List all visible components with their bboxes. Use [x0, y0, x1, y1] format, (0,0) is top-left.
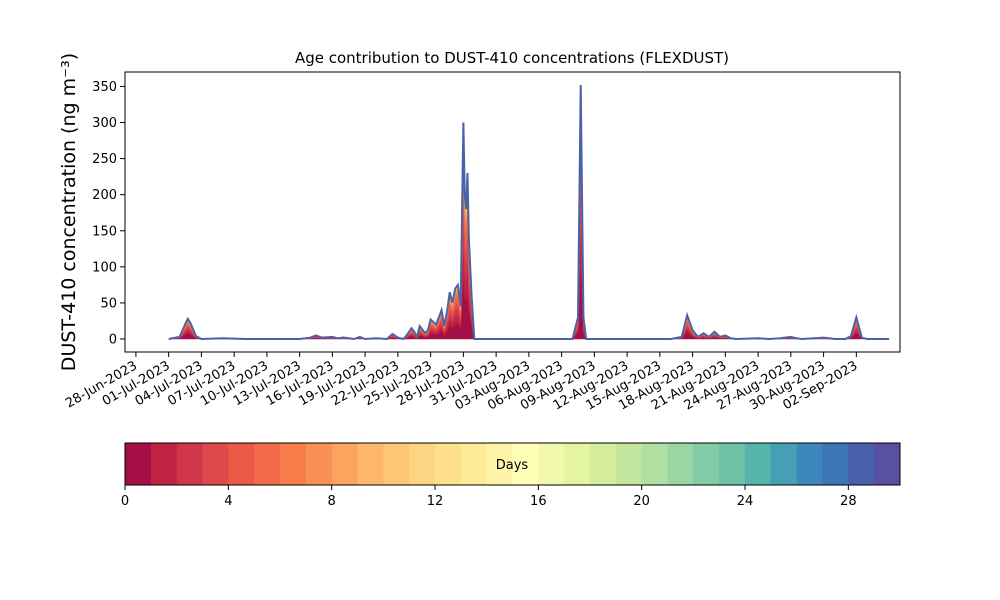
y-tick-label: 350 [92, 80, 117, 95]
colorbar-cell [641, 443, 668, 485]
y-tick-label: 200 [92, 188, 117, 203]
colorbar-ticks: 0 4 8 12 16 20 24 28 [121, 485, 857, 509]
colorbar-cell [357, 443, 384, 485]
colorbar-cell [254, 443, 281, 485]
age-layer-2 [168, 194, 890, 340]
colorbar-cell [615, 443, 643, 485]
colorbar-cell [460, 443, 488, 485]
colorbar-cell [125, 443, 152, 485]
colorbar-tick-label: 0 [121, 494, 129, 509]
colorbar-cell [383, 443, 410, 485]
colorbar-cell [409, 443, 436, 485]
y-tick-label: 100 [92, 260, 117, 275]
colorbar-tick-label: 28 [840, 494, 857, 509]
colorbar-cell [228, 443, 255, 485]
colorbar-cell [822, 443, 849, 485]
colorbar-cells [125, 443, 901, 485]
chart-title: Age contribution to DUST-410 concentrati… [295, 49, 729, 67]
age-layer-9 [168, 92, 890, 340]
colorbar-cell [874, 443, 901, 485]
y-tick-label: 300 [92, 116, 117, 131]
age-layer-oldest [168, 84, 890, 340]
plot-frame [124, 71, 901, 353]
colorbar-cell [848, 443, 875, 485]
age-layer-0 [168, 262, 890, 340]
colorbar-cell [745, 443, 772, 485]
colorbar-label: Days [496, 458, 529, 473]
plot-area: 0 50 100 150 200 250 300 350 28-Jun-202301-Jul-… [63, 71, 901, 414]
colorbar-cell [770, 443, 798, 485]
colorbar-cell [719, 443, 746, 485]
colorbar-cell [331, 443, 358, 485]
colorbar-cell [486, 443, 513, 485]
colorbar-tick-label: 20 [633, 494, 650, 509]
age-layer-1 [168, 224, 890, 340]
x-axis-ticks: 28-Jun-202301-Jul-202304-Jul-202307-Jul-… [63, 352, 860, 414]
y-tick-label: 250 [92, 152, 117, 167]
age-layer-13 [168, 84, 890, 340]
age-layer-10 [168, 90, 890, 340]
colorbar-cell [305, 443, 333, 485]
total-concentration-outline [168, 84, 890, 341]
colorbar-cell [667, 443, 694, 485]
age-layer-6 [168, 115, 890, 340]
y-axis-label: DUST-410 concentration (ng m⁻³) [58, 53, 80, 371]
age-layer-5 [168, 130, 890, 340]
y-axis-ticks: 0 50 100 150 200 250 300 350 [92, 80, 125, 348]
age-layer-7 [168, 105, 890, 340]
colorbar-cell [435, 443, 462, 485]
colorbar-tick-label: 8 [328, 494, 336, 509]
colorbar-frame [124, 442, 901, 486]
colorbar: Days 0 4 8 12 16 20 24 28 [121, 442, 901, 509]
colorbar-tick-label: 12 [427, 494, 444, 509]
colorbar-cell [280, 443, 307, 485]
colorbar-cell [590, 443, 617, 485]
colorbar-cell [512, 443, 539, 485]
colorbar-tick-label: 4 [224, 494, 232, 509]
age-layer-3 [168, 168, 890, 340]
y-tick-label: 0 [109, 333, 117, 348]
stacked-age-layers [168, 84, 890, 340]
age-layer-4 [168, 148, 890, 340]
y-tick-label: 150 [92, 224, 117, 239]
age-layer-8 [168, 97, 890, 340]
colorbar-cell [538, 443, 565, 485]
colorbar-tick-label: 24 [737, 494, 754, 509]
age-layer-11 [168, 87, 890, 340]
colorbar-cell [150, 443, 178, 485]
y-tick-label: 50 [100, 296, 117, 311]
age-layer-12 [168, 86, 890, 340]
colorbar-cell [564, 443, 591, 485]
colorbar-cell [796, 443, 823, 485]
colorbar-cell [693, 443, 720, 485]
colorbar-tick-label: 16 [530, 494, 547, 509]
colorbar-cell [176, 443, 203, 485]
colorbar-cell [202, 443, 229, 485]
